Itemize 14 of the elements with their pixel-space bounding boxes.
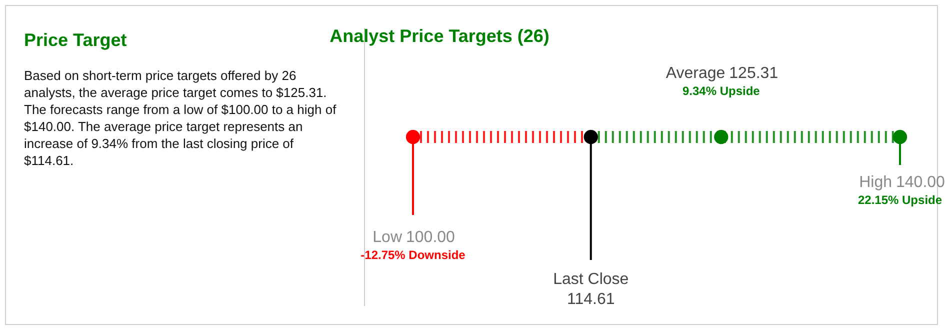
text: Based on short-term price targets offered by 26 analysts, the average price target comes to $125.31. The forecasts range from a low of $100.00 to a high of $140.00. The average price target represents an increase of 9.34% from the last closing price of $114.61. — [24, 67, 338, 169]
text: Price Target — [24, 30, 127, 50]
data-label: 114.61 — [567, 291, 615, 308]
text: 9.34% Upside — [682, 84, 760, 98]
data-label: 140.00 — [896, 174, 945, 191]
text: 22.15% Upside — [858, 193, 942, 207]
category-label: High — [859, 174, 892, 191]
category-label: Average — [666, 65, 726, 82]
category-label: Low — [372, 229, 402, 246]
text: -12.75% Downside — [360, 248, 466, 262]
category-label: Last Close — [553, 271, 629, 288]
data-label: 100.00 — [406, 229, 456, 246]
text: Analyst Price Targets (26) — [330, 26, 550, 46]
data-label: 125.31 — [729, 65, 778, 82]
